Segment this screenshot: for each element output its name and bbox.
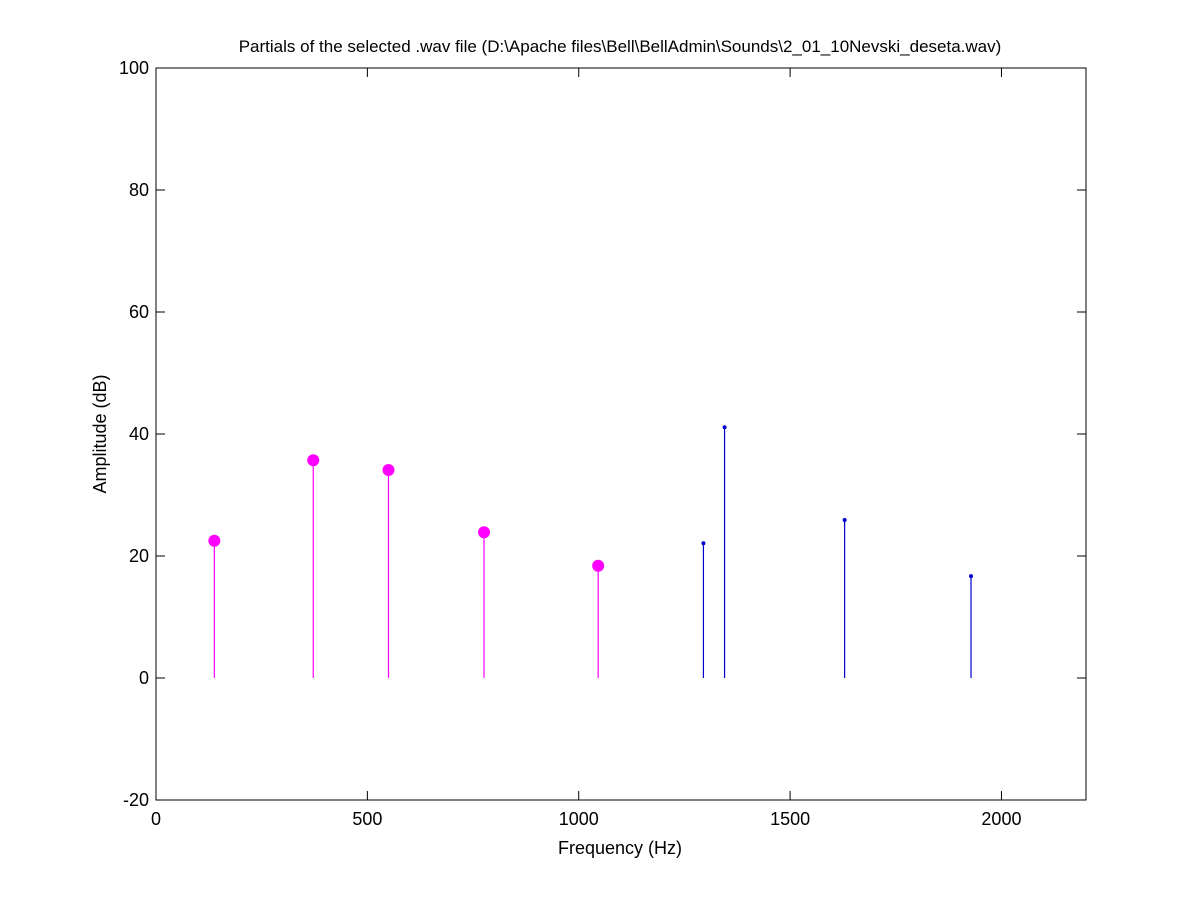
- stem-marker: [701, 541, 706, 546]
- y-tick-label: 20: [129, 546, 149, 566]
- x-tick-label: 0: [151, 809, 161, 829]
- x-axis-label: Frequency (Hz): [558, 838, 682, 858]
- stem-marker: [478, 526, 491, 539]
- y-axis-label: Amplitude (dB): [90, 374, 110, 493]
- y-tick-label: 100: [119, 58, 149, 78]
- stem-marker: [722, 425, 727, 430]
- y-tick-label: 80: [129, 180, 149, 200]
- y-tick-label: 0: [139, 668, 149, 688]
- y-tick-label: -20: [123, 790, 149, 810]
- stem-marker: [307, 454, 320, 467]
- stem-marker: [842, 518, 847, 523]
- stem-marker: [592, 559, 605, 572]
- chart-title: Partials of the selected .wav file (D:\A…: [239, 37, 1002, 56]
- stem-marker: [208, 534, 221, 547]
- y-tick-label: 40: [129, 424, 149, 444]
- x-tick-label: 500: [352, 809, 382, 829]
- x-tick-label: 2000: [981, 809, 1021, 829]
- plot-area: [155, 67, 1087, 801]
- x-tick-label: 1000: [559, 809, 599, 829]
- stem-marker: [969, 574, 974, 579]
- x-tick-label: 1500: [770, 809, 810, 829]
- stem-marker: [382, 463, 395, 476]
- y-tick-label: 60: [129, 302, 149, 322]
